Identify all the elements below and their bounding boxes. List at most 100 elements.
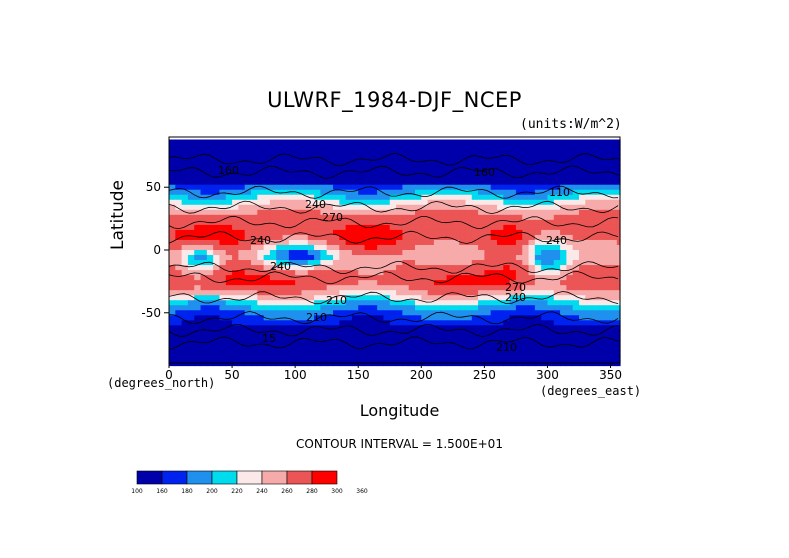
heatmap-cell bbox=[478, 169, 485, 176]
heatmap-cell bbox=[446, 239, 454, 246]
heatmap-cell bbox=[263, 159, 271, 166]
heatmap-cell bbox=[616, 330, 621, 336]
heatmap-cell bbox=[528, 194, 536, 201]
heatmap-cell bbox=[490, 345, 498, 352]
heatmap-cell bbox=[572, 295, 580, 301]
heatmap-cell bbox=[471, 239, 479, 246]
heatmap-cell bbox=[333, 199, 340, 206]
heatmap-cell bbox=[591, 179, 599, 186]
heatmap-cell bbox=[478, 224, 485, 231]
heatmap-cell bbox=[244, 154, 252, 161]
heatmap-cell bbox=[333, 164, 340, 171]
heatmap-cell bbox=[326, 239, 334, 246]
heatmap-cell bbox=[478, 149, 485, 156]
heatmap-cell bbox=[503, 280, 511, 286]
heatmap-cell bbox=[364, 154, 372, 161]
heatmap-cell bbox=[484, 164, 492, 171]
heatmap-cell bbox=[585, 335, 593, 341]
heatmap-cell bbox=[187, 194, 195, 201]
heatmap-cell bbox=[610, 345, 618, 352]
heatmap-cell bbox=[169, 164, 176, 171]
heatmap-cell bbox=[187, 149, 195, 156]
heatmap-cell bbox=[295, 159, 303, 166]
heatmap-cell bbox=[276, 184, 284, 191]
heatmap-cell bbox=[232, 270, 239, 276]
heatmap-cell bbox=[421, 209, 429, 216]
heatmap-cell bbox=[364, 239, 372, 246]
heatmap-cell bbox=[389, 144, 397, 151]
heatmap-cell bbox=[326, 275, 334, 281]
heatmap-cell bbox=[169, 244, 176, 251]
heatmap-cell bbox=[383, 174, 391, 181]
heatmap-cell bbox=[358, 169, 366, 176]
heatmap-cell bbox=[314, 325, 321, 331]
heatmap-cell bbox=[415, 189, 422, 196]
heatmap-cell bbox=[282, 300, 290, 306]
heatmap-cell bbox=[213, 335, 221, 341]
heatmap-cell bbox=[364, 219, 372, 226]
heatmap-cell bbox=[194, 189, 202, 196]
colorbar: 100 160 180 200 220 240 260 280 300 360 bbox=[131, 470, 368, 495]
heatmap-cell bbox=[497, 239, 504, 246]
heatmap-cell bbox=[288, 265, 296, 271]
heatmap-cell bbox=[238, 204, 246, 211]
heatmap-cell bbox=[591, 209, 599, 216]
heatmap-cell bbox=[326, 340, 334, 347]
heatmap-cell bbox=[276, 265, 284, 271]
heatmap-cell bbox=[585, 164, 593, 171]
heatmap-cell bbox=[433, 355, 441, 362]
heatmap-cell bbox=[269, 265, 277, 271]
heatmap-cell bbox=[307, 144, 315, 151]
heatmap-cell bbox=[415, 234, 422, 241]
heatmap-cell bbox=[547, 209, 555, 216]
heatmap-cell bbox=[433, 275, 441, 281]
heatmap-cell bbox=[345, 194, 353, 201]
heatmap-cell bbox=[345, 325, 353, 331]
heatmap-cell bbox=[534, 244, 542, 251]
heatmap-cell bbox=[585, 244, 593, 251]
heatmap-cell bbox=[465, 229, 473, 236]
heatmap-cell bbox=[452, 300, 460, 306]
heatmap-cell bbox=[238, 224, 246, 231]
heatmap-cell bbox=[427, 280, 435, 286]
heatmap-cell bbox=[251, 330, 258, 336]
heatmap-cell bbox=[206, 164, 214, 171]
heatmap-cell bbox=[244, 270, 252, 276]
y-tick-label: 50 bbox=[146, 180, 161, 194]
heatmap-cell bbox=[490, 275, 498, 281]
heatmap-cell bbox=[257, 290, 265, 296]
heatmap-cell bbox=[314, 270, 321, 276]
heatmap-cell bbox=[433, 335, 441, 341]
heatmap-cell bbox=[244, 194, 252, 201]
heatmap-cell bbox=[566, 310, 574, 316]
heatmap-cell bbox=[301, 345, 309, 352]
heatmap-cell bbox=[572, 330, 580, 336]
heatmap-cell bbox=[585, 350, 593, 357]
heatmap-cell bbox=[282, 179, 290, 186]
heatmap-cell bbox=[408, 340, 416, 347]
heatmap-cell bbox=[370, 144, 378, 151]
heatmap-cell bbox=[415, 255, 422, 261]
heatmap-cell bbox=[358, 189, 366, 196]
heatmap-cell bbox=[206, 189, 214, 196]
heatmap-cell bbox=[251, 310, 258, 316]
heatmap-cell bbox=[440, 275, 448, 281]
heatmap-cell bbox=[553, 255, 561, 261]
heatmap-cell bbox=[490, 300, 498, 306]
heatmap-cell bbox=[408, 159, 416, 166]
heatmap-cell bbox=[446, 139, 454, 146]
heatmap-cell bbox=[225, 295, 233, 301]
heatmap-cell bbox=[433, 325, 441, 331]
heatmap-cell bbox=[560, 305, 567, 311]
heatmap-cell bbox=[301, 174, 309, 181]
heatmap-cell bbox=[351, 194, 359, 201]
heatmap-cell bbox=[534, 325, 542, 331]
heatmap-cell bbox=[269, 219, 277, 226]
heatmap-cell bbox=[276, 275, 284, 281]
heatmap-cell bbox=[560, 315, 567, 321]
heatmap-cell bbox=[383, 209, 391, 216]
heatmap-cell bbox=[244, 224, 252, 231]
heatmap-cell bbox=[547, 340, 555, 347]
heatmap-cell bbox=[333, 280, 340, 286]
heatmap-cell bbox=[560, 340, 567, 347]
